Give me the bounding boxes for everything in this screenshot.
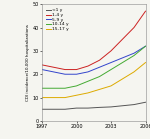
<1 y xyxy=(87,107,89,109)
Line: 15-17 y: 15-17 y xyxy=(42,63,146,98)
10-14 y xyxy=(99,76,100,77)
5-9 y xyxy=(53,71,54,73)
5-9 y xyxy=(133,52,135,54)
15-17 y xyxy=(145,62,146,63)
15-17 y xyxy=(110,85,112,87)
5-9 y xyxy=(110,62,112,63)
Line: 5-9 y: 5-9 y xyxy=(42,46,146,74)
5-9 y xyxy=(122,57,123,59)
10-14 y xyxy=(87,80,89,82)
Line: 1-4 y: 1-4 y xyxy=(42,11,146,70)
Line: 10-14 y: 10-14 y xyxy=(42,46,146,88)
15-17 y xyxy=(133,71,135,73)
15-17 y xyxy=(122,78,123,80)
15-17 y xyxy=(99,89,100,90)
<1 y xyxy=(53,108,54,110)
10-14 y xyxy=(110,69,112,70)
5-9 y xyxy=(64,73,66,75)
<1 y xyxy=(76,107,77,109)
15-17 y xyxy=(87,92,89,94)
Line: <1 y: <1 y xyxy=(42,102,146,109)
10-14 y xyxy=(64,87,66,89)
5-9 y xyxy=(76,73,77,75)
<1 y xyxy=(110,106,112,108)
10-14 y xyxy=(76,85,77,87)
<1 y xyxy=(133,104,135,105)
1-4 y xyxy=(64,69,66,70)
1-4 y xyxy=(99,59,100,61)
1-4 y xyxy=(87,65,89,67)
15-17 y xyxy=(64,97,66,98)
10-14 y xyxy=(145,45,146,47)
10-14 y xyxy=(122,62,123,63)
1-4 y xyxy=(110,50,112,52)
15-17 y xyxy=(53,97,54,98)
Legend: <1 y, 1-4 y, 5-9 y, 10-14 y, 15-17 y: <1 y, 1-4 y, 5-9 y, 10-14 y, 15-17 y xyxy=(45,8,70,32)
15-17 y xyxy=(76,94,77,96)
<1 y xyxy=(145,101,146,103)
1-4 y xyxy=(145,10,146,12)
<1 y xyxy=(99,107,100,108)
5-9 y xyxy=(87,71,89,73)
10-14 y xyxy=(53,87,54,89)
1-4 y xyxy=(76,69,77,70)
5-9 y xyxy=(41,69,43,70)
<1 y xyxy=(122,105,123,107)
<1 y xyxy=(64,108,66,110)
Y-axis label: CDI incidence/10,000 hospitalizations: CDI incidence/10,000 hospitalizations xyxy=(26,24,30,101)
<1 y xyxy=(41,108,43,110)
5-9 y xyxy=(99,66,100,68)
1-4 y xyxy=(122,38,123,40)
10-14 y xyxy=(41,87,43,89)
15-17 y xyxy=(41,97,43,98)
10-14 y xyxy=(133,55,135,56)
5-9 y xyxy=(145,45,146,47)
1-4 y xyxy=(133,27,135,28)
1-4 y xyxy=(53,66,54,68)
1-4 y xyxy=(41,64,43,66)
